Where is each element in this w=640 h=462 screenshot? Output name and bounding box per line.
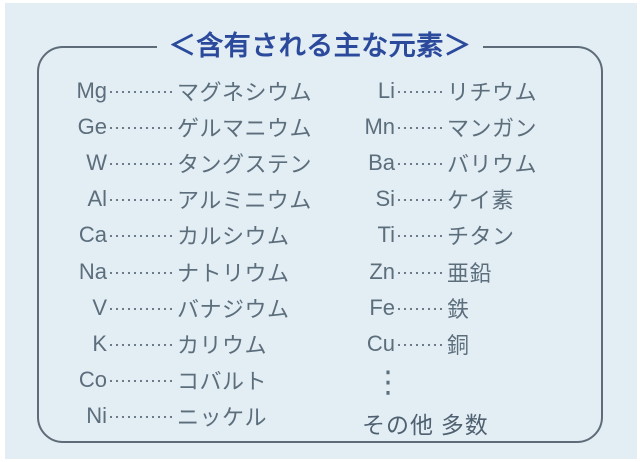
element-symbol: Mn: [364, 114, 395, 140]
element-symbol: Si: [375, 186, 395, 212]
element-name-ja: コバルト: [177, 368, 268, 394]
element-name-ja: バリウム: [447, 152, 538, 178]
dotted-leader: [110, 379, 174, 382]
element-name-ja: ナトリウム: [177, 260, 290, 286]
element-symbol: Ba: [368, 150, 395, 176]
element-name-ja: チタン: [447, 224, 515, 250]
dotted-leader: [398, 199, 444, 202]
element-row: Li リチウム: [357, 73, 597, 109]
element-name-ja: ニッケル: [177, 404, 268, 430]
element-row: Na ナトリウム: [61, 253, 357, 289]
element-name-ja: マグネシウム: [177, 80, 313, 106]
dotted-leader: [110, 199, 174, 202]
element-row: Mg マグネシウム: [61, 73, 357, 109]
element-symbol: Fe: [369, 294, 395, 320]
other-elements-label: その他 多数: [362, 412, 489, 438]
element-row: Ti チタン: [357, 217, 597, 253]
dotted-leader: [398, 91, 444, 94]
element-symbol: Co: [78, 366, 107, 392]
dotted-leader: [110, 235, 174, 238]
element-name-ja: タングステン: [177, 152, 313, 178]
dotted-leader: [398, 307, 444, 310]
element-row: Cu 銅: [357, 326, 597, 362]
dotted-leader: [398, 127, 444, 130]
element-name-ja: バナジウム: [177, 296, 290, 322]
element-name-ja: マンガン: [447, 116, 538, 142]
element-symbol: Ni: [86, 402, 107, 428]
element-row: Fe 鉄: [357, 290, 597, 326]
element-symbol: Ti: [377, 222, 395, 248]
dotted-leader: [398, 235, 444, 238]
element-columns: Mg マグネシウム Ge ゲルマニウム W タングステン Al: [39, 73, 601, 440]
element-row: Co コバルト: [61, 362, 357, 398]
element-row: Mn マンガン: [357, 109, 597, 145]
dotted-leader: [110, 271, 174, 274]
panel-title-wrap: ＜含有される主な元素＞: [39, 31, 601, 61]
elements-panel: ＜含有される主な元素＞ Mg マグネシウム Ge ゲルマニウム W タングステン: [37, 31, 603, 443]
element-symbol: Ca: [78, 222, 107, 248]
element-column-left: Mg マグネシウム Ge ゲルマニウム W タングステン Al: [61, 73, 357, 440]
element-name-ja: ケイ素: [447, 188, 515, 214]
element-row: K カリウム: [61, 326, 357, 362]
dotted-leader: [110, 127, 174, 130]
element-name-ja: 亜鉛: [447, 260, 493, 286]
element-row: Ba バリウム: [357, 145, 597, 181]
element-symbol: Li: [377, 78, 395, 104]
dotted-leader: [398, 271, 444, 274]
element-row: Ca カルシウム: [61, 217, 357, 253]
dotted-leader: [110, 91, 174, 94]
dotted-leader: [110, 415, 174, 418]
dotted-leader: [110, 307, 174, 310]
element-name-ja: リチウム: [447, 80, 538, 106]
element-name-ja: 銅: [447, 332, 470, 358]
element-name-ja: ゲルマニウム: [177, 116, 313, 142]
dotted-leader: [110, 163, 174, 166]
element-row: V バナジウム: [61, 290, 357, 326]
element-symbol: Ge: [77, 114, 107, 140]
element-row: Al アルミニウム: [61, 181, 357, 217]
element-row: Si ケイ素: [357, 181, 597, 217]
element-name-ja: カリウム: [177, 332, 268, 358]
element-row: Zn 亜鉛: [357, 253, 597, 289]
element-column-right: Li リチウム Mn マンガン Ba バリウム Si ケイ素: [357, 73, 597, 440]
element-row: Ni ニッケル: [61, 398, 357, 434]
element-row: W タングステン: [61, 145, 357, 181]
dotted-leader: [398, 163, 444, 166]
dotted-leader: [110, 343, 174, 346]
element-symbol: Al: [87, 186, 107, 212]
element-symbol: Na: [78, 258, 107, 284]
scanned-page-background: ＜含有される主な元素＞ Mg マグネシウム Ge ゲルマニウム W タングステン: [5, 3, 637, 459]
panel-title: ＜含有される主な元素＞: [156, 31, 484, 61]
element-symbol: K: [92, 330, 107, 356]
element-row: Ge ゲルマニウム: [61, 109, 357, 145]
element-symbol: W: [86, 150, 107, 176]
element-symbol: V: [92, 294, 107, 320]
element-name-ja: カルシウム: [177, 224, 290, 250]
element-symbol: Mg: [76, 78, 107, 104]
vertical-ellipsis: ⋮: [373, 364, 403, 400]
element-symbol: Cu: [366, 330, 395, 356]
dotted-leader: [398, 343, 444, 346]
element-symbol: Zn: [369, 258, 395, 284]
element-name-ja: 鉄: [447, 296, 470, 322]
element-name-ja: アルミニウム: [177, 188, 312, 214]
